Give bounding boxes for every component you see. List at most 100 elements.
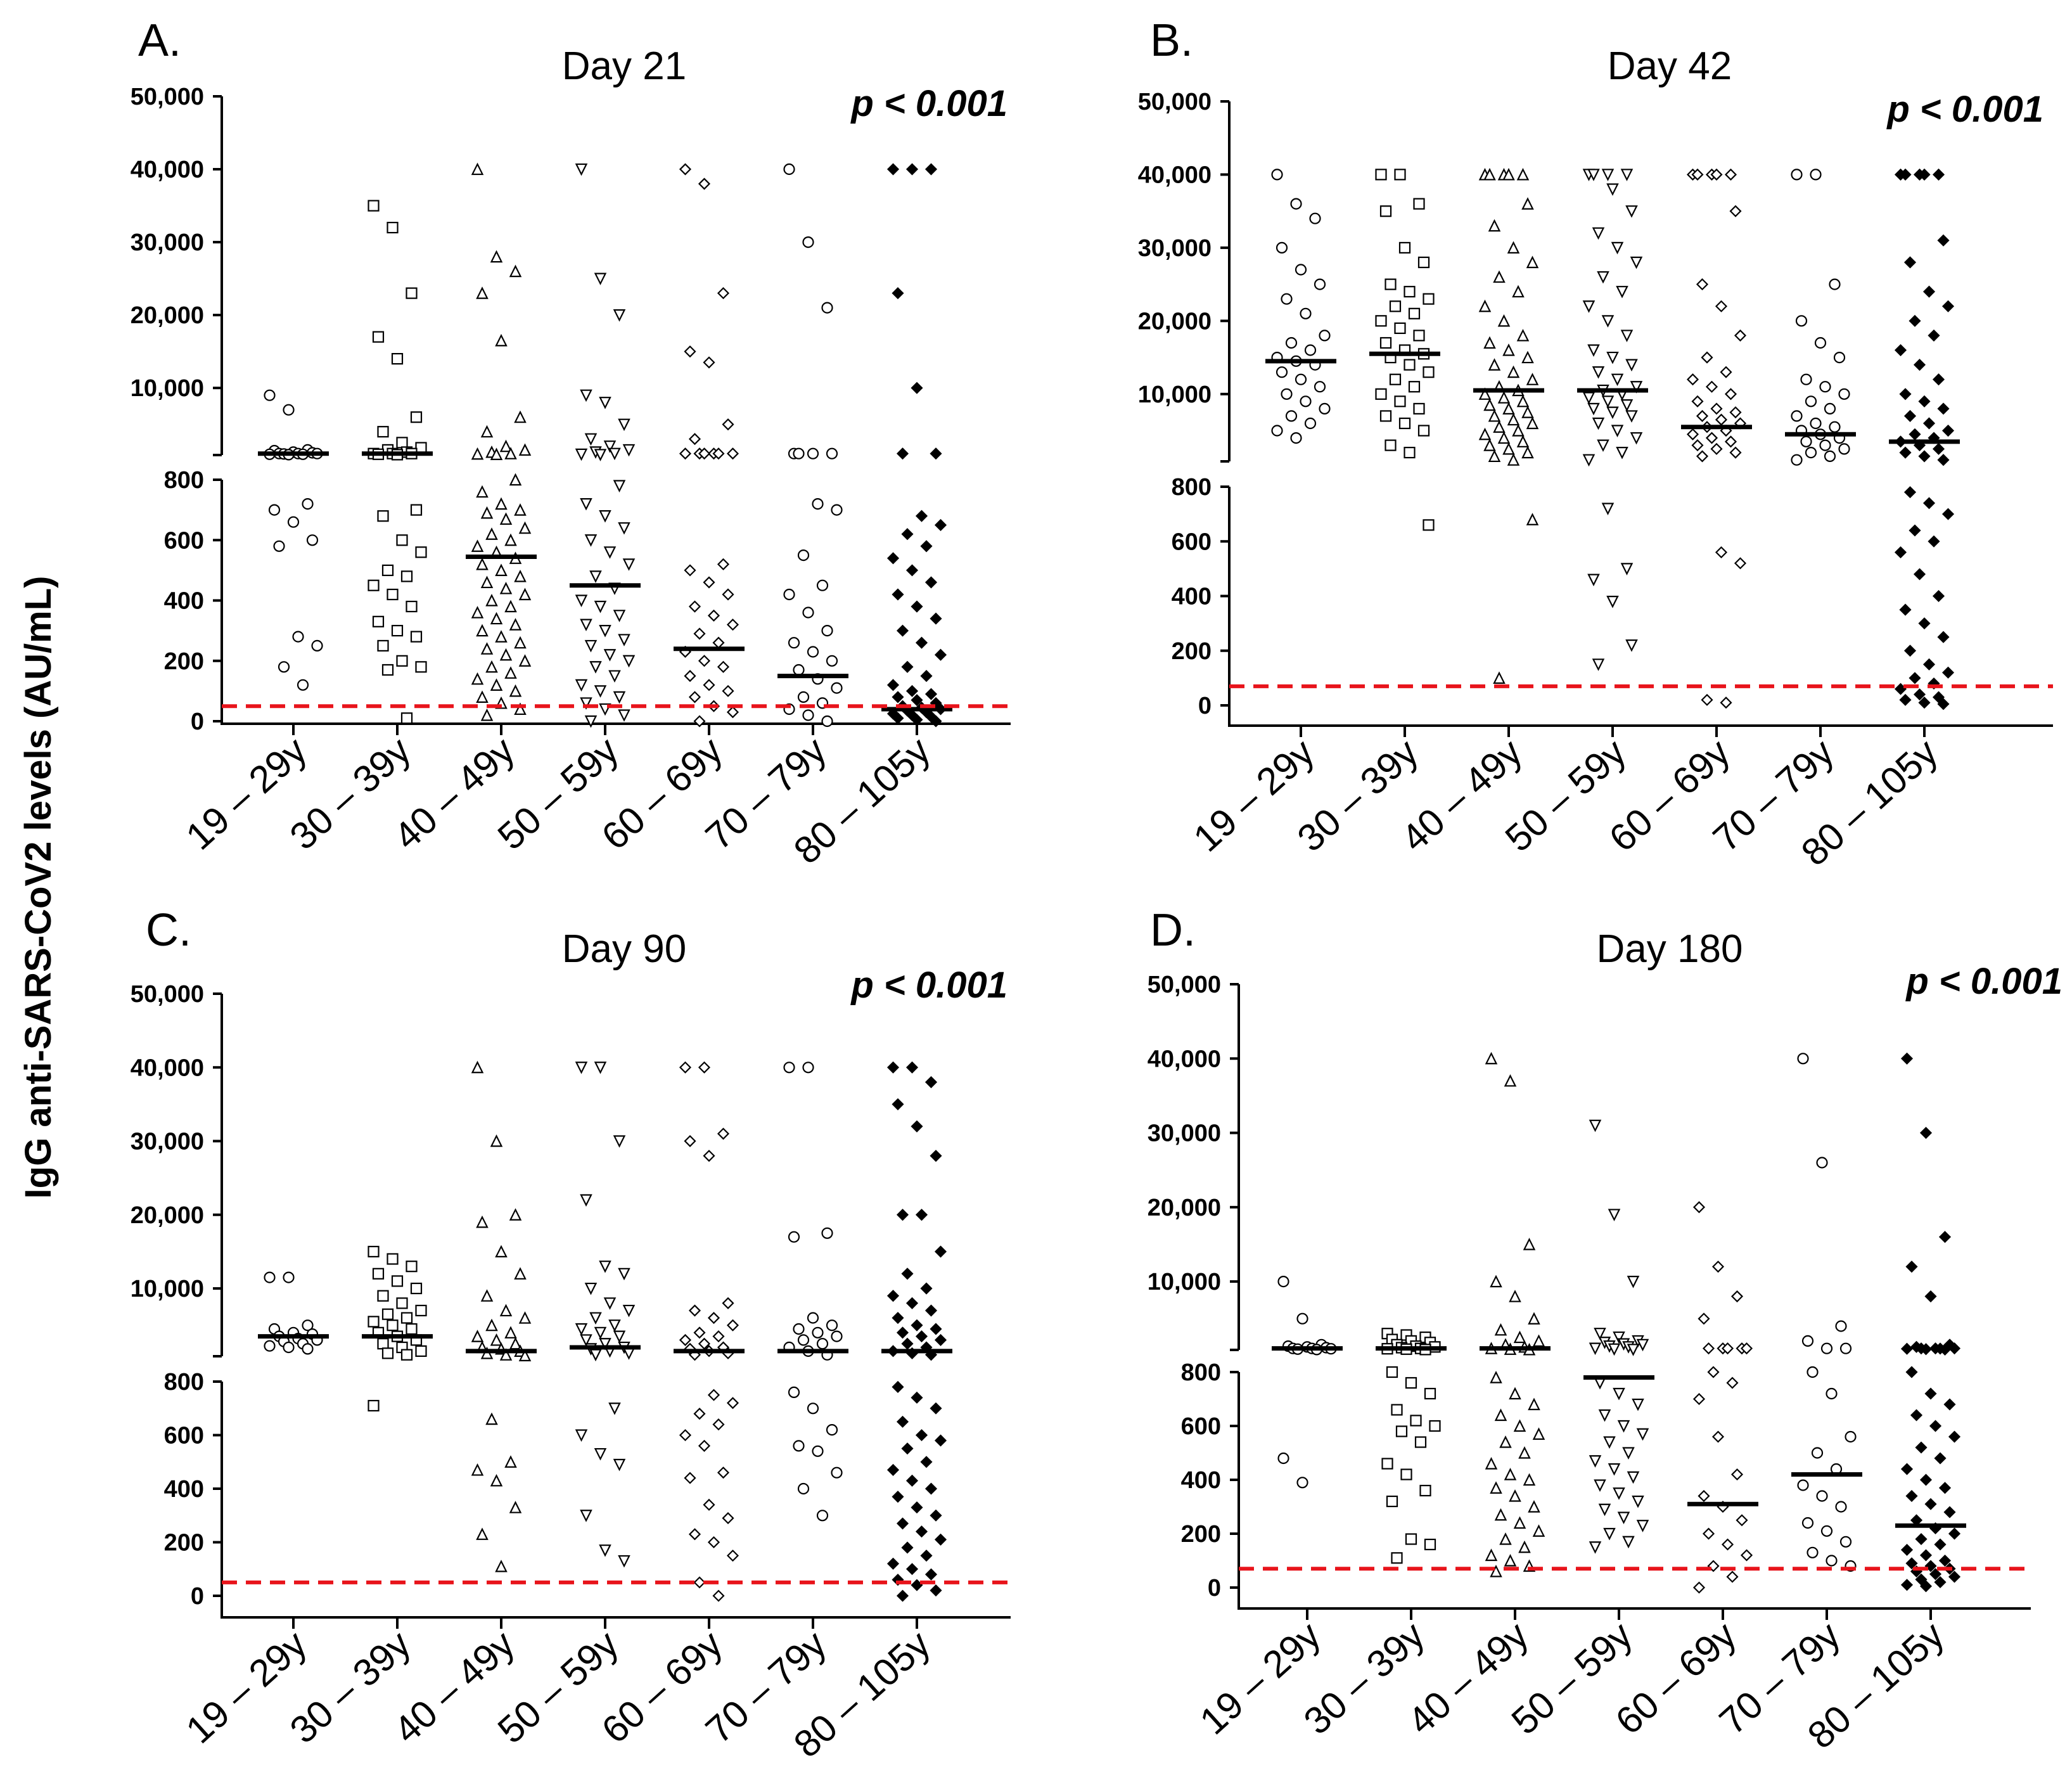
data-point (1938, 1554, 1952, 1567)
data-point (1715, 413, 1728, 426)
data-point (509, 1337, 522, 1350)
data-point (410, 504, 423, 516)
data-point (1493, 671, 1506, 684)
data-point (1483, 336, 1496, 349)
data-point (812, 1445, 824, 1457)
data-point (679, 1428, 692, 1442)
data-point (1845, 1430, 1857, 1443)
data-point (1485, 1051, 1498, 1065)
data-point (495, 497, 508, 510)
data-point (924, 163, 938, 176)
data-point (1507, 365, 1520, 378)
data-point (377, 426, 389, 438)
data-point (504, 1455, 517, 1468)
data-point (1518, 1446, 1531, 1459)
data-point (400, 1312, 413, 1324)
data-point (415, 546, 427, 558)
data-point (826, 1319, 838, 1332)
data-point (1622, 1536, 1635, 1549)
data-point (1513, 1330, 1526, 1344)
data-point (1924, 1290, 1937, 1303)
data-point (1499, 1435, 1512, 1448)
data-point (1913, 568, 1926, 581)
data-point (1290, 198, 1302, 210)
data-point (712, 636, 725, 649)
data-point (807, 1312, 819, 1324)
data-point (415, 442, 427, 454)
data-point (726, 706, 739, 719)
data-point (1417, 425, 1430, 437)
data-point (1490, 1565, 1502, 1577)
data-point (1909, 428, 1921, 440)
data-point (1429, 1420, 1441, 1432)
data-point (1932, 691, 1945, 703)
data-point (580, 1334, 592, 1347)
y-tick-label: 0 (191, 709, 204, 735)
data-point (599, 1544, 611, 1557)
data-point (368, 1245, 380, 1258)
data-point (807, 646, 819, 658)
data-point (934, 1533, 947, 1546)
data-point (1909, 314, 1921, 327)
data-point (1478, 387, 1492, 400)
data-point (1405, 1377, 1417, 1389)
data-point (816, 579, 829, 591)
data-point (1720, 696, 1732, 709)
data-point (1589, 1541, 1602, 1554)
data-point (1502, 343, 1515, 356)
data-point (816, 1338, 829, 1350)
data-point (1835, 1320, 1847, 1332)
y-tick-label: 10,000 (1148, 1269, 1221, 1295)
data-point (892, 691, 904, 703)
data-point (613, 480, 626, 492)
series-19-29y (1272, 1275, 1343, 1489)
data-point (622, 655, 636, 668)
data-point (480, 575, 494, 589)
data-point (1385, 278, 1397, 290)
data-point (406, 287, 418, 299)
data-point (1494, 1323, 1507, 1336)
data-point (1379, 337, 1392, 349)
data-point (509, 264, 522, 278)
data-point (821, 1227, 833, 1239)
data-point (1375, 315, 1387, 327)
data-point (1715, 546, 1728, 559)
data-point (688, 433, 701, 446)
data-point (1620, 330, 1634, 342)
y-tick-label: 40,000 (1148, 1046, 1221, 1072)
y-tick-label: 400 (164, 588, 204, 615)
data-point (802, 236, 814, 248)
series-19-29y (258, 389, 329, 691)
data-point (613, 309, 626, 322)
data-point (599, 510, 611, 523)
data-point (1603, 1436, 1616, 1449)
data-point (584, 715, 598, 728)
series-80-105y (1895, 1052, 1966, 1593)
series-80-105y (881, 163, 952, 728)
data-point (1909, 524, 1921, 537)
data-point (1900, 1342, 1914, 1355)
data-point (618, 709, 630, 722)
data-point (1587, 344, 1600, 357)
data-point (476, 286, 489, 299)
panel-d-letter: D. (1150, 905, 1196, 956)
data-point (1814, 337, 1827, 349)
data-point (613, 1135, 626, 1148)
data-point (1838, 388, 1850, 400)
series-50-59y (1583, 1119, 1654, 1554)
data-point (905, 163, 919, 176)
data-point (287, 516, 300, 528)
data-point (1934, 1576, 1947, 1589)
data-point (826, 1424, 838, 1436)
data-point (499, 1304, 513, 1317)
y-tick-label: 50,000 (131, 981, 204, 1008)
panel-c-pvalue: p < 0.001 (850, 965, 1007, 1006)
data-point (1385, 439, 1397, 451)
series-50-59y (1577, 169, 1648, 671)
data-point (1523, 1238, 1536, 1250)
data-point (1894, 343, 1907, 357)
data-point (1417, 256, 1430, 269)
data-point (722, 1512, 734, 1525)
data-point (924, 1568, 938, 1581)
data-point (1636, 1520, 1649, 1532)
